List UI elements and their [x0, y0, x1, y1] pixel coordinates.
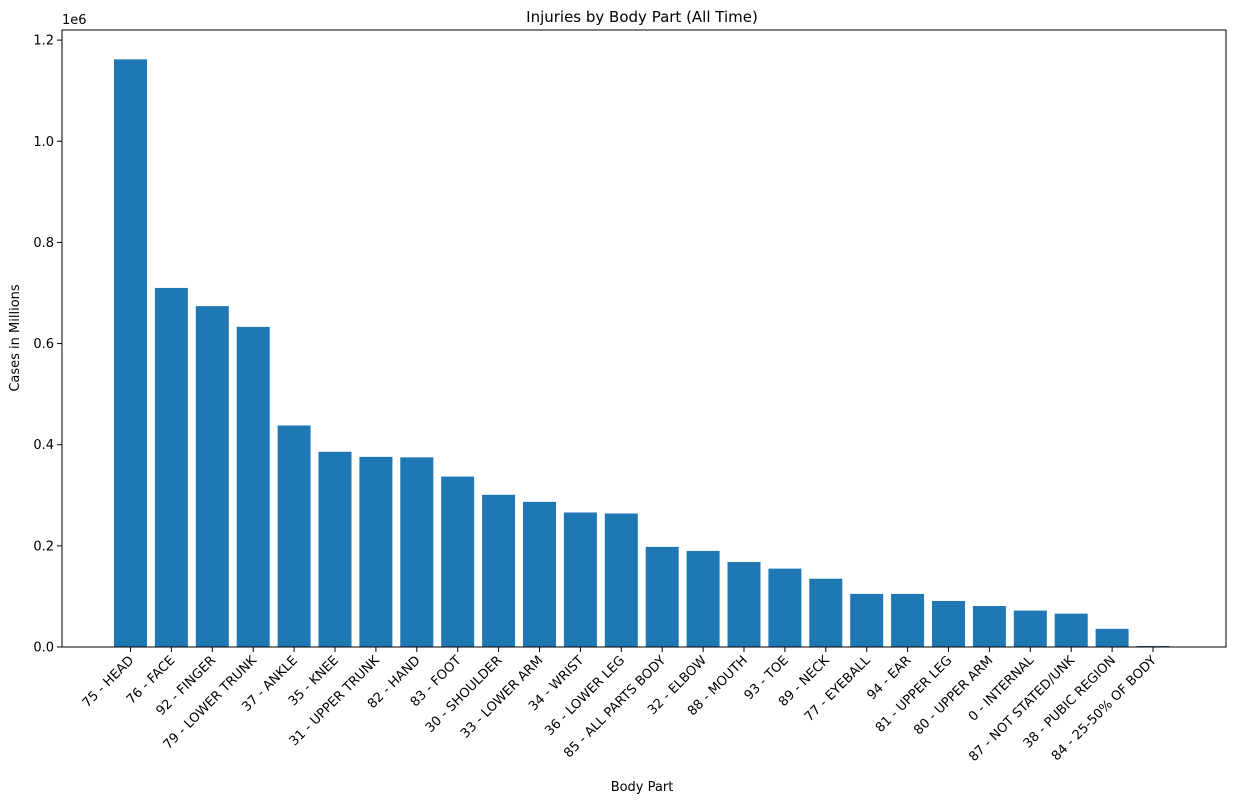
y-axis-label: Cases in Millions	[8, 284, 23, 392]
x-tick-label: 81 - UPPER LEG	[873, 653, 955, 735]
y-tick-label: 0.8	[33, 236, 54, 251]
bar	[686, 550, 720, 647]
y-tick-label: 0.6	[33, 337, 54, 352]
bars-group	[114, 59, 1170, 647]
bar	[972, 606, 1006, 647]
bar	[1136, 645, 1170, 647]
bar	[563, 512, 597, 647]
y-tick-label: 0.4	[33, 438, 54, 453]
bar	[195, 306, 229, 647]
bar	[1054, 613, 1088, 647]
bar	[1013, 610, 1047, 647]
bar	[359, 456, 393, 647]
bar	[277, 425, 311, 647]
bar	[850, 593, 884, 647]
y-tick-label: 0.0	[33, 641, 54, 656]
bar	[400, 457, 434, 647]
y-offset-text: 1e6	[62, 13, 87, 28]
y-axis: 0.0 0.2 0.4 0.6 0.8 1.0 1.2	[33, 34, 62, 656]
bar	[441, 476, 475, 647]
bar	[114, 59, 147, 647]
bar	[891, 593, 925, 647]
bar	[809, 578, 843, 647]
y-tick-label: 1.0	[33, 135, 54, 150]
bar	[1095, 628, 1129, 647]
bar	[768, 568, 802, 647]
bar	[727, 562, 761, 647]
bar	[645, 546, 679, 647]
bar	[236, 326, 270, 647]
bar	[482, 494, 516, 647]
bar	[932, 600, 965, 647]
bar	[523, 501, 556, 647]
bar	[154, 287, 188, 647]
x-axis-label: Body Part	[611, 780, 674, 795]
bar	[604, 513, 638, 647]
chart-title: Injuries by Body Part (All Time)	[526, 8, 758, 26]
y-tick-label: 1.2	[33, 34, 54, 49]
axes-frame	[61, 29, 1227, 648]
bar	[318, 451, 352, 647]
y-tick-label: 0.2	[33, 539, 54, 554]
